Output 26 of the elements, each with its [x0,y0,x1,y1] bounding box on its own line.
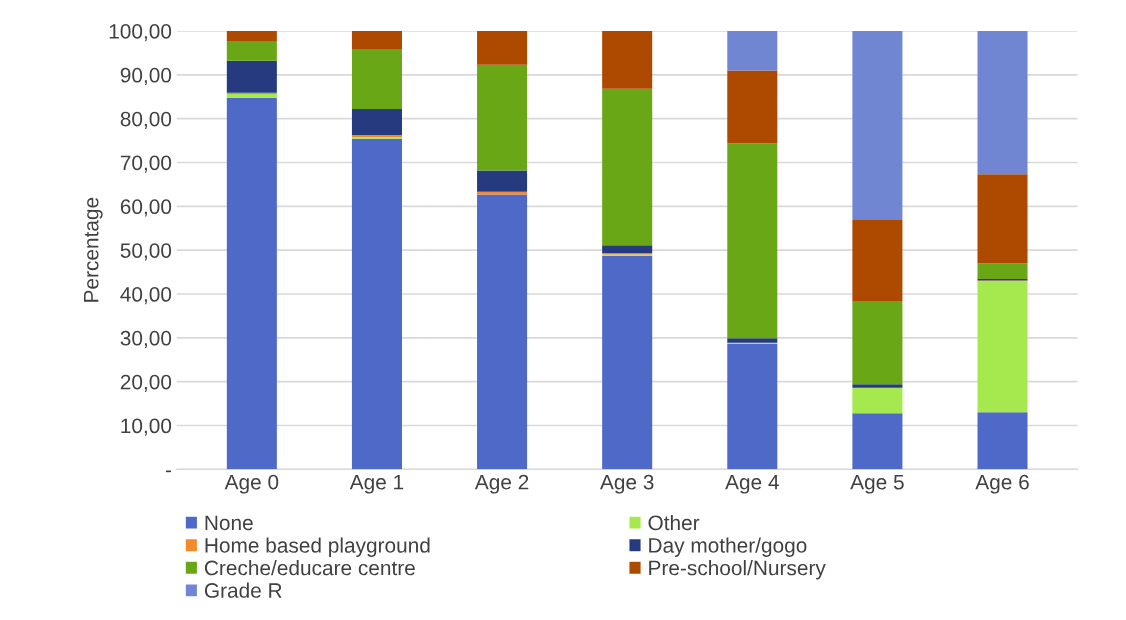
y-tick-label: 80,00 [120,111,172,129]
legend-label: Other [648,514,700,531]
x-tick-label: Age 1 [349,474,404,494]
y-axis-title: Percentage [84,197,103,302]
legend-label: Day mother/gogo [649,537,807,557]
y-tick-label: 100,00 [109,24,172,42]
y-tick-label: 60,00 [120,199,172,217]
y-tick-label: 70,00 [120,155,172,173]
legend-label: Creche/educare centre [204,560,415,576]
y-tick-label: 90,00 [120,67,172,86]
x-tick-label: Age 0 [224,474,279,494]
y-tick-label: 40,00 [120,287,172,305]
y-tick-label: 30,00 [120,330,172,349]
legend-label: None [205,515,253,531]
x-tick-label: Age 6 [975,474,1029,494]
x-tick-label: Age 5 [850,474,904,494]
x-tick-label: Age 4 [725,474,779,494]
legend-label: Home based playground [205,537,430,557]
y-tick-label: 50,00 [120,243,172,261]
legend-label: Pre-school/Nursery [649,560,826,580]
y-tick-label: - [165,470,171,473]
x-tick-label: Age 3 [600,474,654,494]
y-tick-label: 20,00 [120,374,172,392]
legend-label: Grade R [204,582,282,598]
x-tick-label: Age 2 [474,474,529,494]
y-tick-label: 10,00 [121,418,172,436]
